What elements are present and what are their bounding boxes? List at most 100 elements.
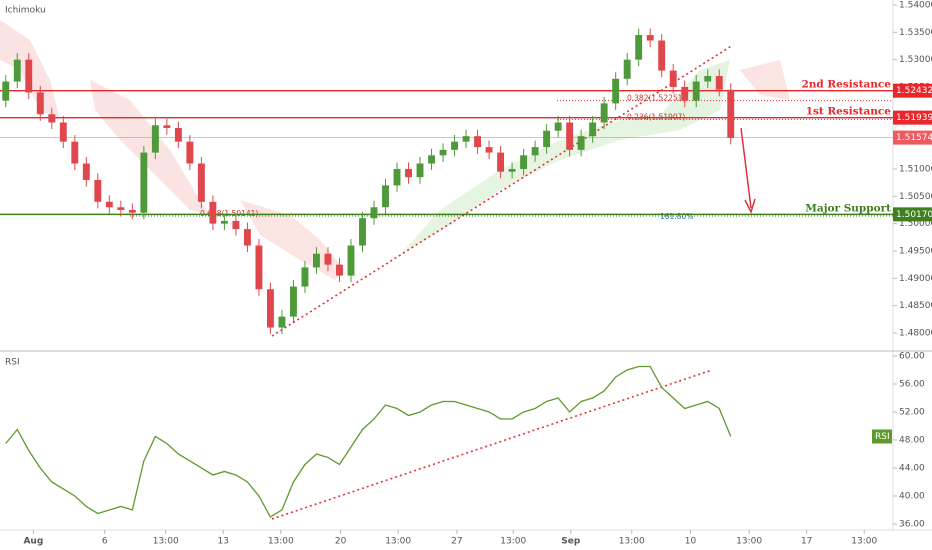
x-tick-label: 27 — [451, 537, 462, 547]
x-tick-label: 13:00 — [851, 537, 877, 547]
y-tick-label: 1.49000 — [899, 274, 932, 284]
candle-body — [151, 125, 159, 153]
candle-body — [543, 130, 551, 148]
level-name: 1st Resistance — [806, 106, 892, 118]
candle-body — [462, 136, 470, 142]
x-tick-label: 17 — [801, 537, 812, 547]
fib-label: 0.618(1.50141) — [200, 209, 258, 218]
candle-body — [635, 35, 643, 60]
candle-body — [485, 147, 493, 153]
candle-body — [13, 59, 21, 82]
y-tick-label: 44.00 — [899, 463, 925, 473]
y-tick-label: 1.48500 — [899, 301, 932, 311]
y-tick-label: 56.00 — [899, 379, 925, 389]
candle-body — [2, 81, 10, 101]
trend-line — [271, 44, 734, 337]
rsi-box-label: RSI — [875, 432, 890, 442]
candle-body — [36, 92, 44, 115]
y-tick-label: 52.00 — [899, 407, 925, 417]
candle-body — [508, 168, 516, 172]
candle-body — [497, 152, 505, 172]
candle-body — [220, 220, 228, 224]
candle-body — [681, 86, 689, 101]
candle-body — [128, 209, 136, 213]
indicator-label: RSI — [5, 358, 20, 368]
candle-body — [451, 141, 459, 150]
candle-body — [600, 103, 608, 123]
level-price-label: 1.52432 — [896, 86, 932, 96]
candle-body — [336, 264, 343, 276]
x-tick-label: 20 — [335, 537, 347, 547]
level-price-box — [893, 207, 932, 222]
x-tick-label: 13:00 — [500, 537, 526, 547]
candle-body — [416, 163, 424, 178]
candle-body — [117, 207, 125, 210]
x-tick-label: 13 — [218, 537, 229, 547]
candle-body — [301, 267, 309, 287]
y-tick-label: 1.50000 — [899, 219, 932, 229]
candle-body — [94, 179, 102, 202]
level-price-label: 1.51939 — [896, 113, 932, 123]
candle-body — [704, 76, 712, 82]
y-tick-label: 1.53500 — [899, 28, 932, 38]
y-tick-label: 1.53000 — [899, 55, 932, 65]
candle-body — [520, 155, 528, 169]
arrow-shaft — [740, 127, 752, 209]
level-price-box — [893, 83, 932, 98]
candle-body — [255, 245, 263, 290]
candle-body — [715, 76, 723, 90]
cloud — [400, 60, 730, 255]
candle-body — [393, 168, 401, 186]
candle-body — [359, 218, 366, 246]
candle-body — [25, 59, 33, 93]
candle-body — [566, 122, 574, 150]
candle-body — [163, 125, 171, 128]
x-tick-label: 13:00 — [385, 537, 411, 547]
candle-body — [692, 81, 700, 101]
x-tick-label: 13:00 — [736, 537, 762, 547]
y-tick-label: 1.49500 — [899, 246, 932, 256]
candle-body — [646, 35, 654, 41]
candle-body — [623, 59, 631, 79]
level-name: Major Support — [805, 202, 891, 214]
candle-body — [209, 201, 217, 224]
candle-body — [324, 253, 332, 265]
fib-extension-label: 161.80% — [660, 212, 693, 221]
candle-body — [612, 78, 620, 104]
level-price-label: 1.50170 — [896, 210, 932, 220]
x-tick-label: Sep — [561, 537, 581, 547]
candle-body — [266, 289, 274, 328]
candle-body — [531, 147, 539, 156]
candle-body — [278, 316, 286, 328]
candle-body — [428, 155, 435, 164]
candle-body — [232, 220, 240, 230]
candle-body — [59, 122, 67, 142]
x-tick-label: 13:00 — [619, 537, 645, 547]
arrow — [740, 127, 756, 215]
arrow-head — [744, 198, 756, 215]
candle-body — [577, 136, 585, 150]
x-tick-label: 10 — [685, 537, 697, 547]
candle-body — [439, 149, 447, 156]
candle-body — [82, 163, 90, 180]
level-price-box — [893, 110, 932, 125]
candle-body — [140, 152, 148, 213]
x-tick-label: Aug — [23, 537, 43, 547]
candle-body — [48, 114, 56, 123]
x-tick-label: 13:00 — [153, 537, 179, 547]
candle-body — [589, 122, 597, 137]
level-name: 2nd Resistance — [801, 79, 891, 91]
y-tick-label: 48.00 — [899, 435, 925, 445]
candle-body — [186, 141, 194, 164]
level-price-box — [893, 130, 932, 145]
y-tick-label: 1.50500 — [899, 192, 932, 202]
candle-body — [727, 89, 735, 138]
candle-body — [474, 136, 482, 148]
y-tick-label: 60.00 — [899, 351, 925, 361]
candle-body — [669, 70, 677, 87]
candle-body — [313, 253, 320, 268]
candle-body — [554, 122, 562, 131]
level-price-label: 1.51574 — [896, 133, 932, 143]
